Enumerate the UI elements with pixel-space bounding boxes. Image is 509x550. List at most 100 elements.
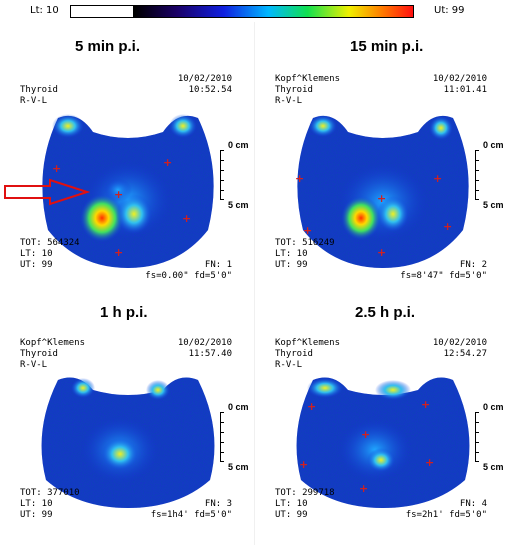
total-counts: TOT: 299718 bbox=[275, 488, 335, 498]
svg-text:+: + bbox=[421, 398, 430, 411]
distance-scale: 0 cm 5 cm bbox=[218, 140, 249, 210]
svg-text:+: + bbox=[307, 400, 316, 413]
panel-header-left: Kopf^Klemens Thyroid R-V-L bbox=[275, 74, 340, 107]
svg-text:+: + bbox=[425, 456, 434, 469]
distance-scale: 0 cm 5 cm bbox=[473, 140, 504, 210]
panel-footer-right: FN: 3 fs=1h4' fd=5'0" bbox=[151, 488, 232, 521]
panel-footer-left: TOT: 516249 LT: 10 UT: 99 bbox=[275, 238, 335, 271]
panel-header-right: 10/02/2010 12:54.27 bbox=[433, 338, 487, 360]
scale-bottom-label: 5 cm bbox=[228, 200, 249, 210]
panel-title: 2.5 h p.i. bbox=[355, 304, 416, 321]
organ-label: Thyroid bbox=[20, 85, 58, 95]
patient-name: Kopf^Klemens bbox=[275, 74, 341, 84]
lower-threshold: LT: 10 bbox=[20, 249, 53, 259]
svg-text:+: + bbox=[114, 246, 123, 259]
svg-text:+: + bbox=[377, 246, 386, 259]
orientation-label: R-V-L bbox=[20, 360, 48, 370]
frame-timing: fs=1h4' fd=5'0" bbox=[150, 510, 232, 520]
frame-number: FN: 3 bbox=[204, 499, 232, 509]
color-scale-bar: Lt: 10 Ut: 99 bbox=[0, 0, 509, 22]
svg-text:+: + bbox=[299, 458, 308, 471]
scan-panel-2-5h: 2.5 h p.i. Kopf^Klemens Thyroid R-V-L 10… bbox=[255, 290, 509, 550]
organ-label: Thyroid bbox=[20, 349, 58, 359]
color-scale-gradient bbox=[134, 5, 414, 18]
svg-text:+: + bbox=[377, 192, 386, 205]
orientation-label: R-V-L bbox=[275, 360, 303, 370]
scan-time: 11:01.41 bbox=[443, 85, 487, 95]
frame-number: FN: 1 bbox=[204, 260, 232, 270]
scan-panel-5min: 5 min p.i. Thyroid R-V-L 10/02/2010 10:5… bbox=[0, 30, 254, 290]
organ-label: Thyroid bbox=[275, 349, 313, 359]
frame-timing: fs=8'47" fd=5'0" bbox=[400, 271, 487, 281]
panel-divider bbox=[254, 22, 255, 545]
scale-top-label: 0 cm bbox=[228, 402, 249, 412]
scintigraphy-image: + + + + + + bbox=[296, 377, 470, 508]
svg-text:+: + bbox=[359, 482, 368, 495]
scale-bottom-label: 5 cm bbox=[483, 200, 504, 210]
upper-threshold-label: Ut: 99 bbox=[434, 5, 465, 16]
svg-text:+: + bbox=[303, 224, 312, 237]
frame-timing: fs=2h1' fd=5'0" bbox=[405, 510, 487, 520]
upper-threshold: UT: 99 bbox=[275, 260, 308, 270]
panel-header-left: Thyroid R-V-L bbox=[20, 74, 58, 107]
panel-header-left: Kopf^Klemens Thyroid R-V-L bbox=[20, 338, 85, 371]
distance-scale: 0 cm 5 cm bbox=[218, 402, 249, 472]
lower-threshold: LT: 10 bbox=[20, 499, 53, 509]
svg-text:+: + bbox=[433, 172, 442, 185]
panel-title: 15 min p.i. bbox=[350, 38, 424, 55]
panel-footer-right: FN: 4 fs=2h1' fd=5'0" bbox=[406, 488, 487, 521]
svg-text:+: + bbox=[182, 212, 191, 225]
orientation-label: R-V-L bbox=[20, 96, 48, 106]
panel-footer-right: FN: 2 fs=8'47" fd=5'0" bbox=[400, 238, 487, 282]
svg-text:+: + bbox=[114, 188, 123, 201]
svg-text:+: + bbox=[443, 220, 452, 233]
panel-title: 1 h p.i. bbox=[100, 304, 148, 321]
scintigraphy-image: + + + + + + bbox=[295, 115, 469, 268]
organ-label: Thyroid bbox=[275, 85, 313, 95]
panel-footer-left: TOT: 564324 LT: 10 UT: 99 bbox=[20, 238, 80, 271]
svg-text:+: + bbox=[163, 156, 172, 169]
total-counts: TOT: 564324 bbox=[20, 238, 80, 248]
panel-header-right: 10/02/2010 10:52.54 bbox=[178, 74, 232, 96]
scan-panel-1h: 1 h p.i. Kopf^Klemens Thyroid R-V-L 10/0… bbox=[0, 290, 254, 550]
scan-time: 11:57.40 bbox=[188, 349, 232, 359]
panel-header-right: 10/02/2010 11:01.41 bbox=[433, 74, 487, 96]
svg-text:+: + bbox=[52, 162, 61, 175]
lower-threshold: LT: 10 bbox=[275, 249, 308, 259]
total-counts: TOT: 516249 bbox=[275, 238, 335, 248]
patient-name: Kopf^Klemens bbox=[20, 338, 86, 348]
scan-date: 10/02/2010 bbox=[177, 74, 232, 84]
scintigraphy-image: + + + + + bbox=[42, 114, 214, 268]
total-counts: TOT: 377010 bbox=[20, 488, 80, 498]
frame-timing: fs=0.00" fd=5'0" bbox=[145, 271, 232, 281]
scale-bottom-label: 5 cm bbox=[228, 462, 249, 472]
lower-threshold-label: Lt: 10 bbox=[30, 5, 59, 16]
scale-bottom-label: 5 cm bbox=[483, 462, 504, 472]
scan-date: 10/02/2010 bbox=[177, 338, 232, 348]
upper-threshold: UT: 99 bbox=[275, 510, 308, 520]
panel-header-left: Kopf^Klemens Thyroid R-V-L bbox=[275, 338, 340, 371]
frame-number: FN: 2 bbox=[459, 260, 487, 270]
svg-text:+: + bbox=[361, 428, 370, 441]
panel-title: 5 min p.i. bbox=[75, 38, 141, 55]
scale-top-label: 0 cm bbox=[483, 140, 504, 150]
scintigraphy-image bbox=[41, 377, 215, 508]
upper-threshold: UT: 99 bbox=[20, 510, 53, 520]
patient-name: Kopf^Klemens bbox=[275, 338, 341, 348]
panel-header-right: 10/02/2010 11:57.40 bbox=[178, 338, 232, 360]
panel-footer-left: TOT: 377010 LT: 10 UT: 99 bbox=[20, 488, 80, 521]
scan-panel-15min: 15 min p.i. Kopf^Klemens Thyroid R-V-L 1… bbox=[255, 30, 509, 290]
distance-scale: 0 cm 5 cm bbox=[473, 402, 504, 472]
color-scale-white-segment bbox=[70, 5, 134, 18]
scale-top-label: 0 cm bbox=[228, 140, 249, 150]
frame-number: FN: 4 bbox=[459, 499, 487, 509]
orientation-label: R-V-L bbox=[275, 96, 303, 106]
scan-date: 10/02/2010 bbox=[432, 338, 487, 348]
scan-date: 10/02/2010 bbox=[432, 74, 487, 84]
lower-threshold: LT: 10 bbox=[275, 499, 308, 509]
red-outline-arrow bbox=[4, 178, 90, 206]
panel-footer-left: TOT: 299718 LT: 10 UT: 99 bbox=[275, 488, 335, 521]
svg-text:+: + bbox=[295, 172, 304, 185]
scan-time: 10:52.54 bbox=[188, 85, 232, 95]
scan-time: 12:54.27 bbox=[443, 349, 487, 359]
